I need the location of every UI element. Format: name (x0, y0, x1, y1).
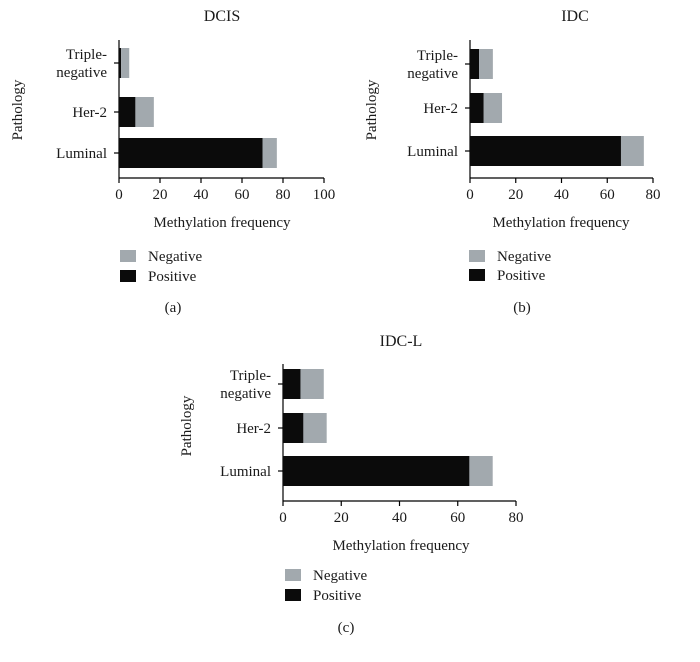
x-tick-label: 100 (313, 187, 336, 203)
bar-positive-triple-negative (119, 48, 122, 78)
x-tick-label: 80 (276, 187, 291, 203)
x-tick-label: 60 (235, 187, 250, 203)
y-tick-label: Luminal (220, 464, 271, 480)
x-axis-title: Methylation frequency (332, 538, 470, 554)
bar-negative-her-2 (303, 413, 327, 443)
x-tick-label: 20 (153, 187, 168, 203)
x-axis-title: Methylation frequency (492, 215, 630, 231)
bar-negative-her-2 (483, 93, 503, 123)
legend-label-negative: Negative (148, 249, 202, 265)
bar-negative-triple-negative (479, 49, 493, 79)
x-tick-label: 20 (508, 187, 523, 203)
bar-positive-her-2 (119, 97, 136, 127)
y-tick-label: negative (56, 65, 107, 81)
bar-negative-triple-negative (300, 369, 324, 399)
legend-swatch-positive (120, 270, 136, 282)
y-tick-label: Her-2 (72, 105, 107, 121)
bar-positive-her-2 (470, 93, 484, 123)
legend-swatch-positive (469, 269, 485, 281)
bar-negative-luminal (262, 138, 277, 168)
y-tick-label: Triple- (417, 48, 458, 64)
y-tick-label: negative (220, 386, 271, 402)
x-tick-label: 40 (194, 187, 209, 203)
x-axis-title: Methylation frequency (153, 215, 291, 231)
panel-label: (a) (165, 300, 182, 316)
bar-positive-luminal (470, 136, 621, 166)
panel-label: (c) (338, 620, 355, 636)
panel-label: (b) (513, 300, 531, 316)
y-axis-title: Pathology (179, 395, 195, 456)
x-tick-label: 0 (279, 510, 287, 526)
y-tick-label: Her-2 (236, 421, 271, 437)
bar-positive-luminal (119, 138, 263, 168)
x-tick-label: 80 (509, 510, 524, 526)
bar-negative-her-2 (135, 97, 154, 127)
bar-positive-luminal (283, 456, 470, 486)
y-axis-title: Pathology (10, 79, 26, 140)
bar-negative-triple-negative (121, 48, 130, 78)
chart-title: DCIS (204, 8, 240, 25)
legend-swatch-negative (469, 250, 485, 262)
y-tick-label: Luminal (407, 144, 458, 160)
legend: Negative Positive (469, 249, 551, 284)
bar-negative-luminal (620, 136, 644, 166)
y-axis-title: Pathology (364, 79, 380, 140)
x-tick-label: 60 (450, 510, 465, 526)
legend-label-negative: Negative (313, 568, 367, 584)
x-tick-label: 0 (115, 187, 123, 203)
chart-panel-idc: IDC Pathology 0 20 40 60 80 Methylation frequen… (364, 8, 661, 316)
chart-title: IDC (561, 8, 589, 25)
legend-swatch-negative (120, 250, 136, 262)
x-tick-label: 40 (392, 510, 407, 526)
x-tick-label: 80 (646, 187, 661, 203)
legend-swatch-positive (285, 589, 301, 601)
chart-panel-dcis: DCIS Pathology 0 20 40 60 80 100 Methylation fre… (10, 8, 335, 316)
y-tick-label: negative (407, 66, 458, 82)
legend-label-positive: Positive (313, 588, 362, 604)
legend-swatch-negative (285, 569, 301, 581)
bar-negative-luminal (469, 456, 493, 486)
bar-positive-her-2 (283, 413, 304, 443)
legend-label-negative: Negative (497, 249, 551, 265)
x-tick-label: 20 (334, 510, 349, 526)
x-tick-label: 40 (554, 187, 569, 203)
y-tick-label: Luminal (56, 146, 107, 162)
bar-positive-triple-negative (470, 49, 480, 79)
y-tick-label: Her-2 (423, 101, 458, 117)
chart-title: IDC-L (380, 333, 423, 350)
x-tick-label: 60 (600, 187, 615, 203)
bar-positive-triple-negative (283, 369, 301, 399)
y-tick-label: Triple- (230, 368, 271, 384)
legend-label-positive: Positive (497, 268, 546, 284)
legend: Negative Positive (285, 568, 367, 604)
legend: Negative Positive (120, 249, 202, 285)
legend-label-positive: Positive (148, 269, 197, 285)
chart-panel-idc-l: IDC-L Pathology 0 20 40 60 80 Methylation frequ… (179, 333, 524, 636)
x-tick-label: 0 (466, 187, 474, 203)
y-tick-label: Triple- (66, 47, 107, 63)
